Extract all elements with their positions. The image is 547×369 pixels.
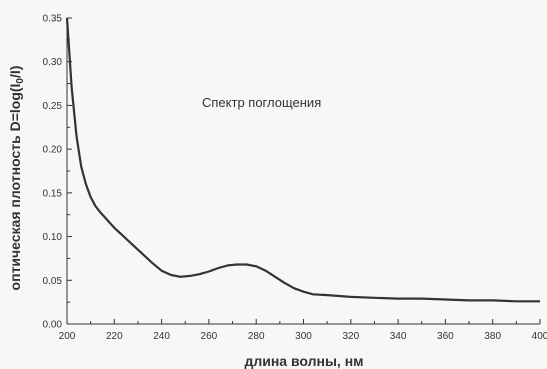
y-tick-label: 0.00 [43, 320, 63, 331]
y-axis-title-end: /I) [7, 66, 23, 78]
x-tick-label: 400 [532, 331, 547, 342]
x-axis-title: длина волны, нм [244, 353, 363, 369]
y-tick-label: 0.10 [43, 232, 63, 243]
y-tick-label: 0.20 [43, 145, 63, 156]
y-tick-label: 0.05 [43, 276, 63, 287]
y-tick-label: 0.30 [43, 57, 63, 68]
absorption-spectrum-line [65, 17, 540, 303]
x-tick-label: 320 [342, 331, 359, 342]
x-tick-label: 340 [390, 331, 407, 342]
chart-annotation: Спектр поглощения [202, 95, 321, 110]
y-axis-title-main: оптическая плотность D=log(I [7, 84, 23, 291]
y-tick-label: 0.35 [43, 14, 63, 25]
x-tick-label: 260 [201, 331, 218, 342]
x-tick-label: 360 [437, 331, 454, 342]
y-axis-title: оптическая плотность D=log(I0/I) [7, 66, 26, 291]
y-axis-title-subscript: 0 [15, 78, 26, 84]
x-tick-label: 300 [295, 331, 312, 342]
x-tick-label: 240 [153, 331, 170, 342]
x-tick-label: 220 [106, 331, 123, 342]
y-tick-label: 0.15 [43, 188, 63, 199]
x-tick-label: 380 [484, 331, 501, 342]
x-tick-label: 280 [248, 331, 265, 342]
y-tick-label: 0.25 [43, 101, 63, 112]
x-tick-label: 200 [59, 331, 76, 342]
